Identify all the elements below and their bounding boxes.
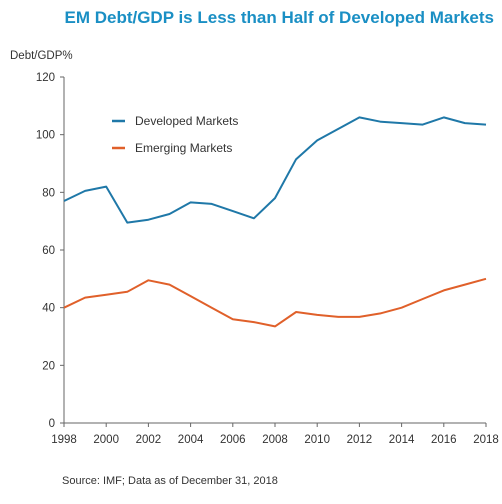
- y-tick-label: 100: [36, 130, 55, 142]
- x-tick-label: 2004: [178, 434, 204, 446]
- y-tick-label: 120: [36, 72, 55, 84]
- x-tick-label: 2012: [347, 434, 373, 446]
- y-tick-label: 0: [49, 418, 55, 430]
- x-tick-label: 2018: [473, 434, 499, 446]
- y-tick-label: 80: [42, 187, 55, 199]
- series-line-emerging-markets: [63, 277, 487, 328]
- y-tick-label: 60: [42, 245, 55, 257]
- x-tick-label: 2008: [262, 434, 288, 446]
- x-tick-label: 2016: [431, 434, 457, 446]
- source-note: Source: IMF; Data as of December 31, 201…: [62, 475, 278, 487]
- chart-title: EM Debt/GDP is Less than Half of Develop…: [64, 8, 494, 27]
- x-tick-label: 2000: [93, 434, 119, 446]
- y-tick-label: 20: [42, 360, 55, 372]
- x-tick-label: 2010: [304, 434, 330, 446]
- legend-label: Developed Markets: [135, 114, 238, 128]
- y-axis-label: Debt/GDP%: [10, 50, 73, 62]
- x-tick-label: 2014: [389, 434, 415, 446]
- y-tick-label: 40: [42, 303, 55, 315]
- series-line-developed-markets: [63, 116, 487, 224]
- x-tick-label: 1998: [51, 434, 77, 446]
- x-tick-label: 2006: [220, 434, 246, 446]
- legend-label: Emerging Markets: [135, 141, 232, 155]
- x-tick-label: 2002: [136, 434, 162, 446]
